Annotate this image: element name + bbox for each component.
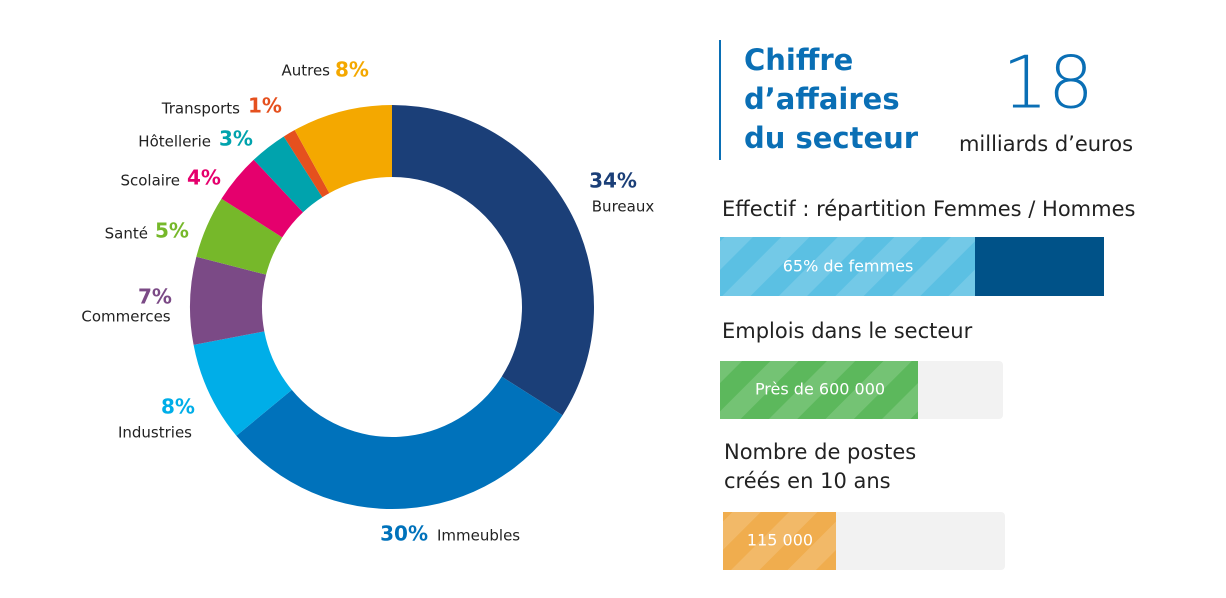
slice-name: Transports: [161, 100, 240, 118]
stripes: [720, 237, 975, 296]
slice-name: Santé: [105, 225, 148, 243]
workforce-title: Effectif : répartition Femmes / Hommes: [722, 197, 1135, 221]
slice-name: Hôtellerie: [138, 133, 211, 151]
donut-chart: 34% Bureaux 30% Immeubles 8% Industries 7%Comm…: [81, 58, 654, 546]
slice-name: Immeubles: [437, 527, 520, 545]
slice: [221, 159, 304, 238]
slice: [253, 136, 323, 213]
revenue-unit: milliards d’euros: [959, 132, 1133, 156]
slice-percent: 30%: [380, 522, 428, 546]
slice-name: Scolaire: [120, 172, 180, 190]
slice-name: Industries: [118, 424, 192, 442]
new-jobs-bar-label: 115 000: [747, 531, 813, 550]
slice: [283, 129, 330, 198]
new-jobs-title: créés en 10 ans: [724, 469, 891, 493]
jobs-bar-label: Près de 600 000: [755, 380, 885, 399]
slice: [193, 331, 292, 436]
slice-name: Autres: [281, 62, 330, 80]
revenue-title: Chiffre: [744, 43, 853, 77]
slice-percent: 8%: [335, 58, 369, 82]
slice-percent: 7%: [138, 285, 172, 309]
slice-name: Bureaux: [592, 198, 655, 216]
stripes: [720, 361, 918, 419]
slice-percent: 3%: [219, 127, 253, 151]
slice-percent: 4%: [187, 166, 221, 190]
revenue-figure: 18: [1002, 41, 1094, 125]
slice-percent: 34%: [589, 169, 637, 193]
slice-name: Commerces: [81, 308, 170, 326]
stripes: [723, 512, 836, 570]
slice: [196, 198, 283, 275]
slice: [236, 376, 563, 510]
revenue-title: d’affaires: [744, 82, 900, 116]
slice-percent: 1%: [248, 94, 282, 118]
workforce-bar-label: 65% de femmes: [783, 257, 914, 276]
slice: [190, 256, 267, 345]
slice-percent: 8%: [161, 395, 195, 419]
new-jobs-title: Nombre de postes: [724, 440, 916, 464]
slice: [294, 105, 392, 194]
revenue-title: du secteur: [744, 121, 919, 155]
slice-percent: 5%: [155, 219, 189, 243]
slice: [392, 105, 594, 416]
men-bar: [975, 237, 1104, 296]
jobs-title: Emplois dans le secteur: [722, 319, 973, 343]
